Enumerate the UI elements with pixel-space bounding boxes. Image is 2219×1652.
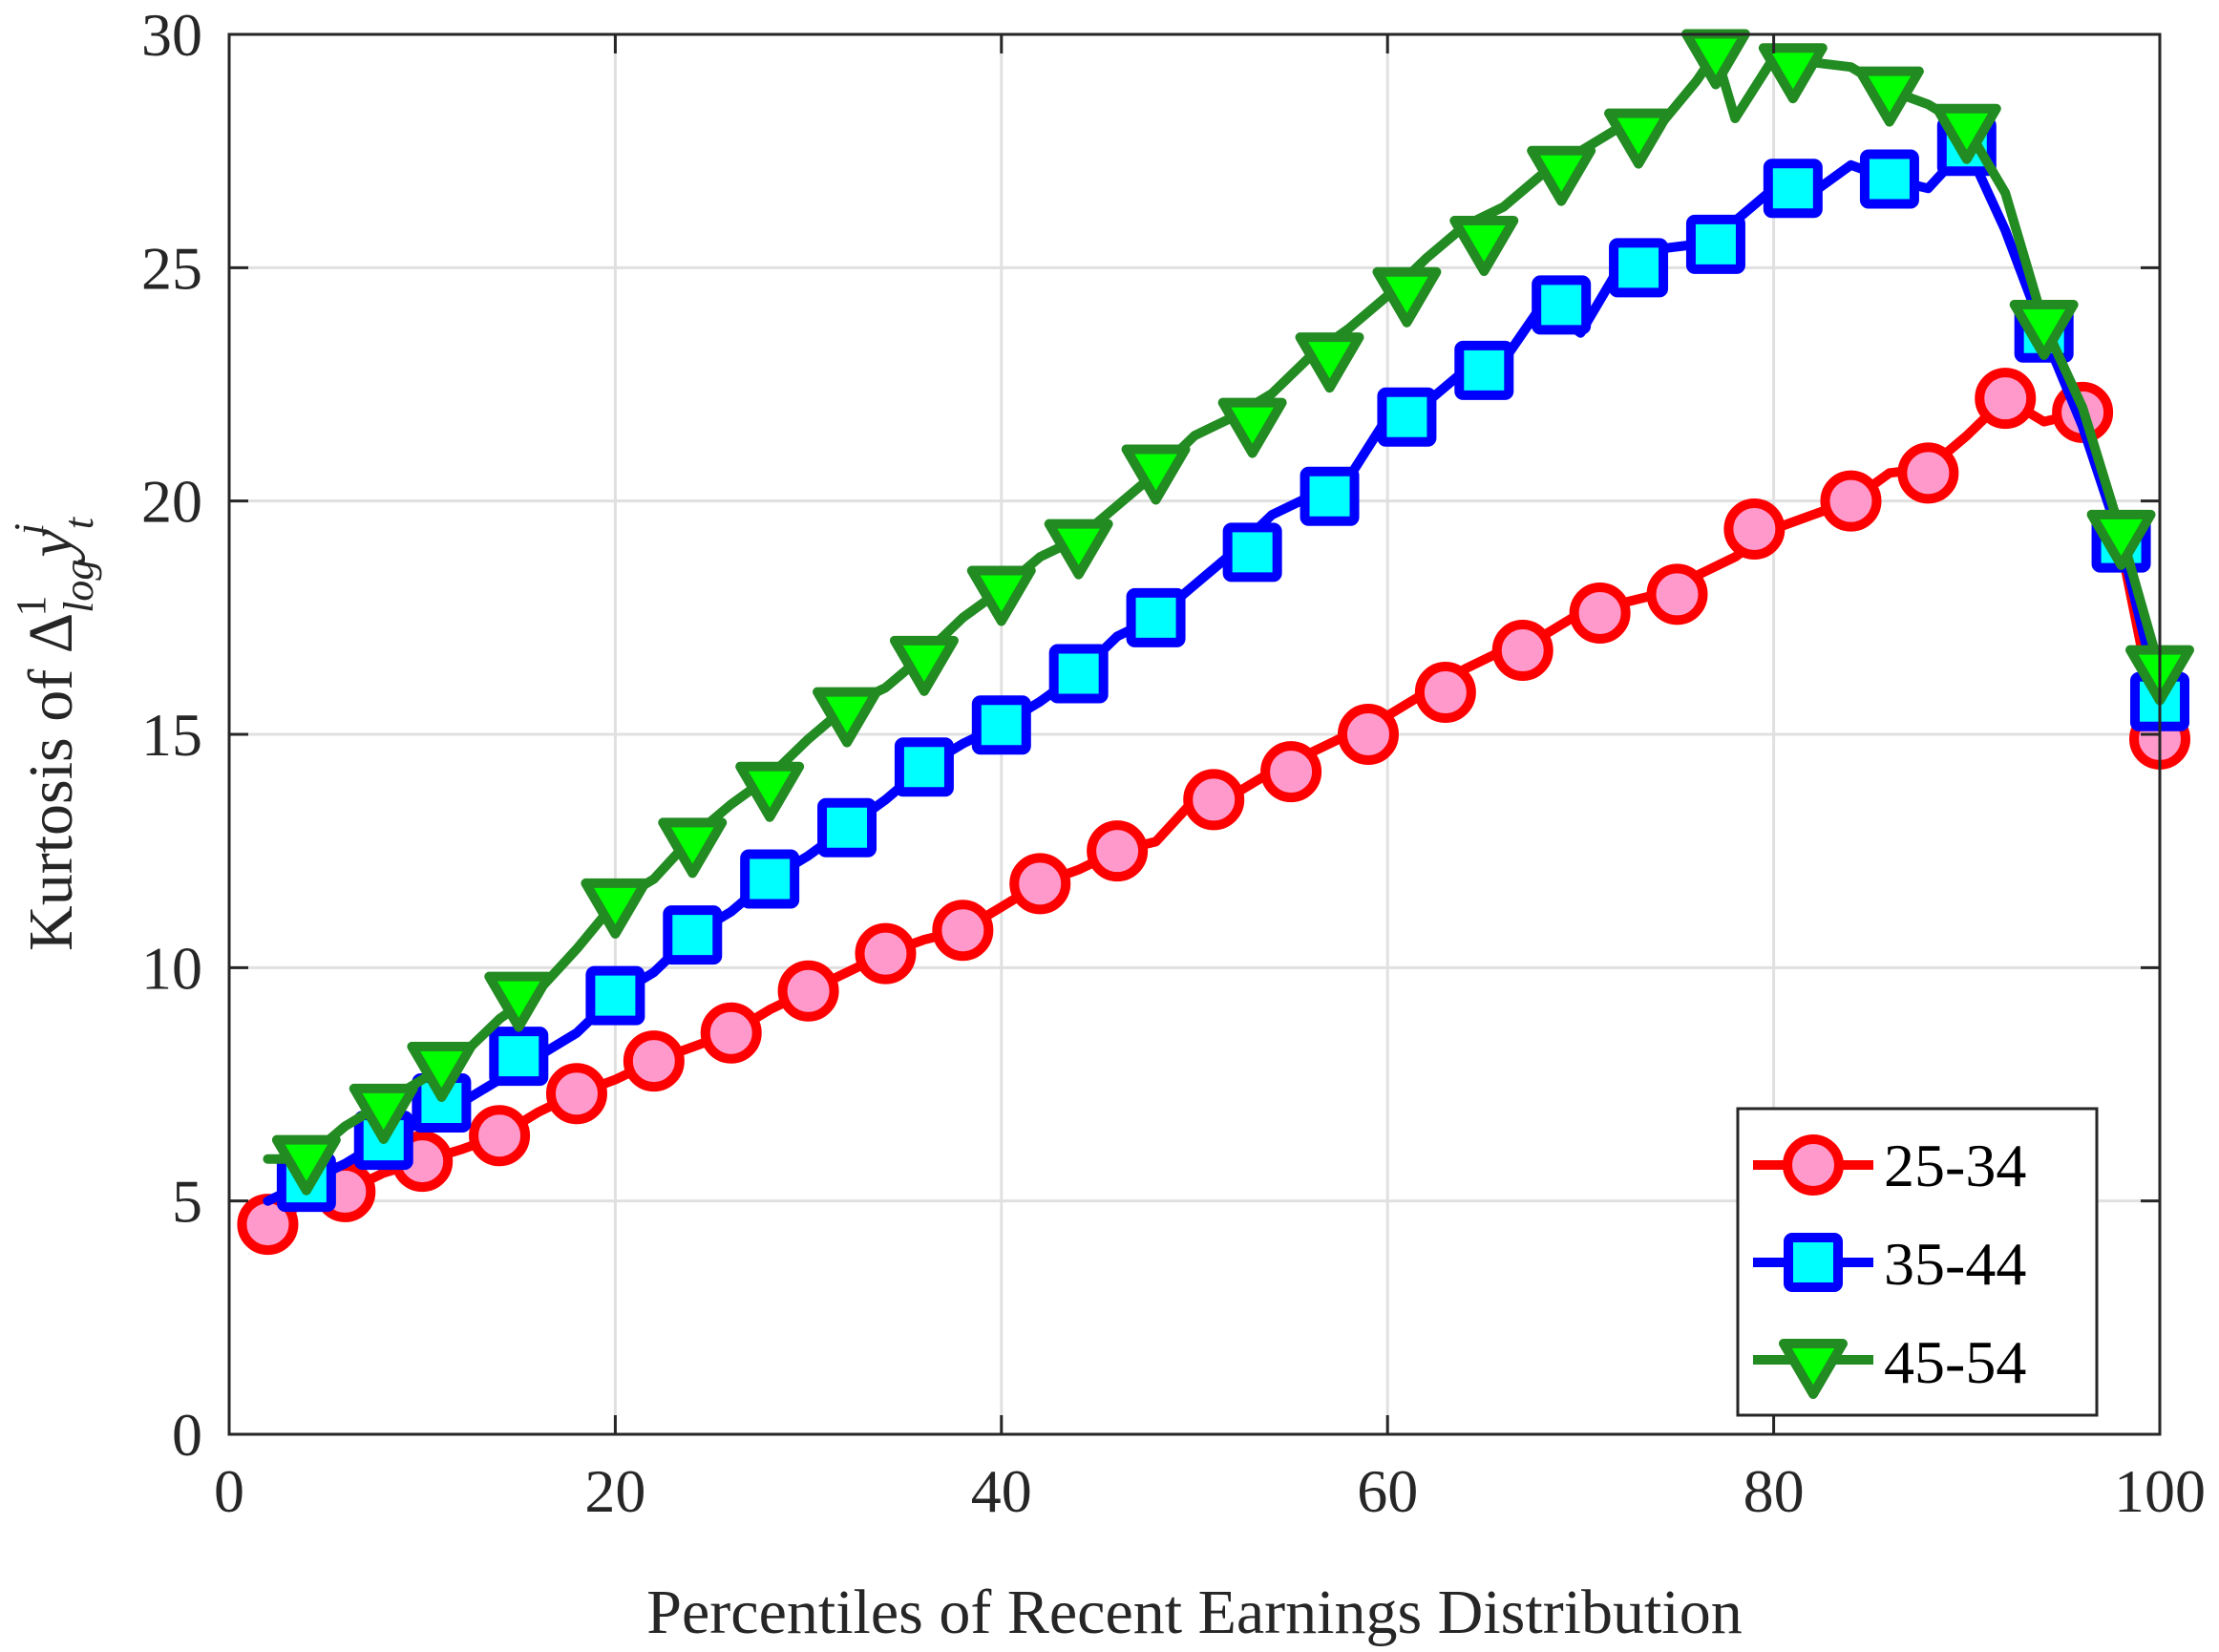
circle-marker xyxy=(469,1105,531,1167)
circle-marker xyxy=(1975,368,2037,430)
circle-marker xyxy=(1820,470,1882,532)
triangle-down-marker xyxy=(581,878,650,939)
square-marker xyxy=(489,1027,549,1087)
triangle-down-marker xyxy=(966,565,1036,626)
square-marker xyxy=(1222,522,1282,582)
axis-ticks xyxy=(227,32,2162,1436)
x-tick-label: 60 xyxy=(1357,1457,1418,1525)
triangle-down-marker-icon xyxy=(1779,1339,1848,1399)
triangle-down-marker xyxy=(349,1083,418,1144)
square-marker xyxy=(1609,238,1669,298)
triangle-down-marker xyxy=(889,635,959,696)
circle-marker xyxy=(1491,620,1553,682)
svg-text:35-44: 35-44 xyxy=(1884,1230,2026,1298)
svg-text:Kurtosis of Δlog1yti: Kurtosis of Δlog1yti xyxy=(6,516,102,951)
y-axis-title-text: Kurtosis of xyxy=(16,653,86,951)
circle-marker xyxy=(1337,704,1399,765)
svg-text:45-54: 45-54 xyxy=(1884,1328,2026,1396)
square-marker xyxy=(1859,149,1919,209)
square-marker xyxy=(1532,275,1592,335)
square-marker xyxy=(1685,214,1745,274)
triangle-down-marker xyxy=(271,1134,341,1196)
circle-marker-icon xyxy=(1783,1134,1844,1196)
triangle-down-marker xyxy=(1295,332,1364,393)
y-tick-label: 15 xyxy=(141,701,202,769)
triangle-down-marker xyxy=(1758,43,1828,104)
circle-marker xyxy=(1009,853,1071,915)
circle-marker xyxy=(1897,442,1959,504)
legend: 25-34 35-44 45-54 xyxy=(1736,1107,2099,1417)
triangle-down-marker xyxy=(1854,66,1924,127)
circle-marker xyxy=(1414,662,1476,724)
circle-marker xyxy=(1723,498,1786,560)
x-tick-label: 80 xyxy=(1744,1457,1805,1525)
x-tick-label: 100 xyxy=(2114,1457,2206,1525)
triangle-down-marker xyxy=(1932,103,2001,164)
triangle-down-marker xyxy=(1449,216,1519,277)
tick-labels: 0 20 40 60 80 100 0 5 10 15 20 25 30 xyxy=(141,1,2206,1525)
x-tick-label: 20 xyxy=(584,1457,645,1525)
circle-marker xyxy=(623,1030,685,1092)
x-axis-title: Percentiles of Recent Earnings Distribut… xyxy=(646,1578,1742,1647)
svg-text:25-34: 25-34 xyxy=(1884,1132,2026,1199)
circle-marker xyxy=(1087,820,1149,882)
circle-marker xyxy=(1260,741,1322,803)
triangle-down-marker xyxy=(1121,444,1191,505)
triangle-down-marker xyxy=(2009,299,2079,360)
y-tick-label: 25 xyxy=(141,234,202,302)
legend-item-45-54: 45-54 xyxy=(1753,1328,2026,1399)
triangle-down-marker xyxy=(1527,145,1596,206)
legend-item-35-44: 35-44 xyxy=(1753,1230,2026,1298)
triangle-down-marker xyxy=(1044,519,1113,580)
triangle-down-marker xyxy=(735,761,805,822)
circle-marker xyxy=(777,960,839,1022)
square-marker xyxy=(585,965,645,1026)
triangle-down-marker xyxy=(658,817,728,879)
y-axis-title: Kurtosis of Δlog1yti xyxy=(6,516,102,951)
circle-marker xyxy=(1183,769,1245,831)
square-marker xyxy=(1377,387,1437,447)
y-tick-label: 20 xyxy=(141,468,202,536)
series-45-54 xyxy=(263,29,2194,1196)
square-marker xyxy=(971,695,1031,755)
triangle-down-marker xyxy=(407,1041,476,1102)
square-marker xyxy=(1454,340,1514,400)
y-tick-label: 10 xyxy=(141,934,202,1002)
square-marker xyxy=(1048,644,1109,704)
triangle-down-marker xyxy=(1372,266,1442,328)
square-marker xyxy=(663,905,723,965)
plot-series xyxy=(237,29,2194,1256)
square-marker xyxy=(1763,159,1823,219)
square-marker xyxy=(1300,466,1360,526)
y-tick-label: 30 xyxy=(141,1,202,69)
triangle-down-marker xyxy=(2086,509,2156,570)
square-marker-icon xyxy=(1784,1233,1843,1292)
legend-item-25-34: 25-34 xyxy=(1753,1132,2026,1199)
triangle-down-marker xyxy=(1604,108,1674,169)
circle-marker xyxy=(932,900,994,962)
triangle-down-marker xyxy=(813,687,882,748)
circle-marker xyxy=(1569,582,1631,644)
x-tick-label: 0 xyxy=(214,1457,244,1525)
square-marker xyxy=(894,737,954,797)
y-tick-label: 5 xyxy=(172,1168,202,1236)
square-marker xyxy=(1126,587,1186,647)
triangle-down-marker xyxy=(484,971,554,1032)
circle-marker xyxy=(545,1063,607,1125)
square-marker xyxy=(817,797,877,858)
y-tick-label: 0 xyxy=(172,1401,202,1469)
series-35-44 xyxy=(263,116,2189,1213)
circle-marker xyxy=(1646,563,1708,625)
circle-marker xyxy=(700,1002,762,1064)
square-marker xyxy=(740,849,800,909)
circle-marker xyxy=(855,922,917,985)
triangle-down-marker xyxy=(1217,397,1287,458)
x-tick-label: 40 xyxy=(971,1457,1032,1525)
